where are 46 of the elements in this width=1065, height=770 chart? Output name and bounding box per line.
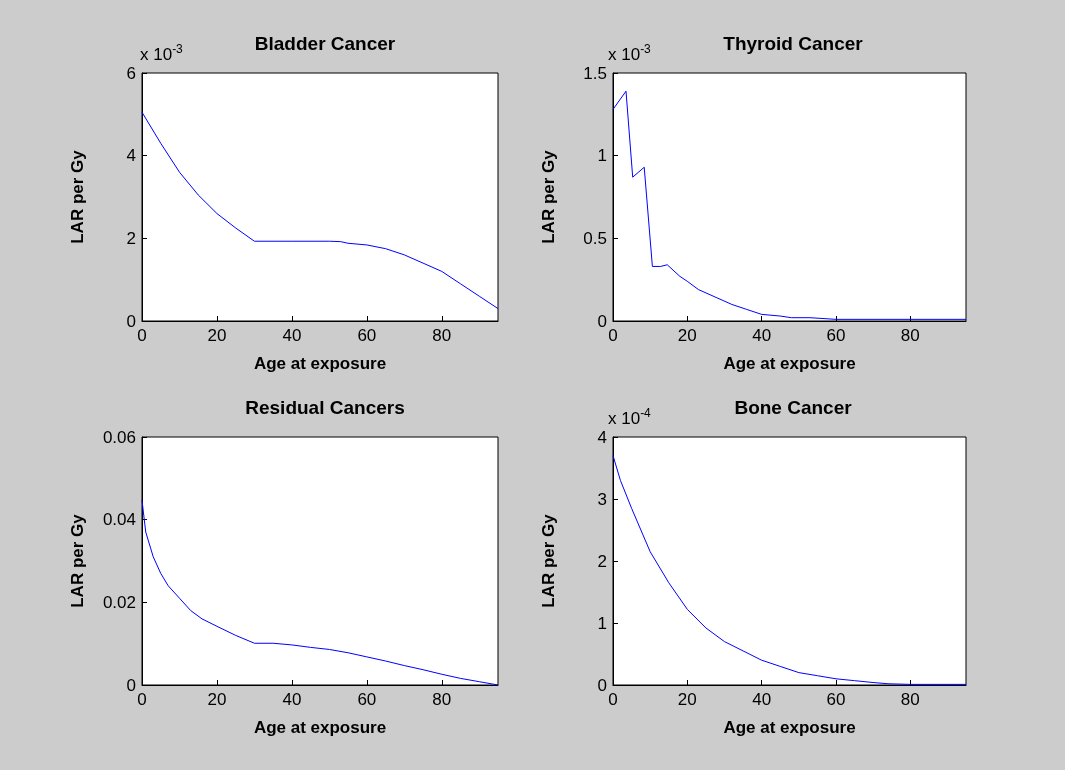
y-axis-title: LAR per Gy [539, 149, 558, 244]
x-tick-label: 20 [207, 690, 227, 709]
y-tick-label: 3 [597, 489, 607, 509]
x-axis-title: Age at exposure [723, 354, 856, 373]
chart-title: Bladder Cancer [254, 33, 396, 54]
y-tick-label: 4 [126, 146, 136, 166]
x-tick-label: 40 [752, 690, 772, 709]
y-axis-title: LAR per Gy [68, 149, 87, 244]
y-tick-label: 1.5 [583, 63, 607, 83]
y-tick-label: 2 [126, 228, 136, 248]
y-tick-label: 0 [126, 675, 136, 695]
x-tick-label: 40 [752, 326, 772, 345]
y-tick-label: 2 [597, 551, 607, 571]
x-tick-label: 60 [357, 690, 377, 709]
x-tick-label: 80 [432, 326, 452, 345]
x-tick-label: 60 [826, 690, 846, 709]
y-tick-label: 0.02 [102, 592, 136, 612]
y-tick-label: 0 [126, 311, 136, 331]
x-axis-title: Age at exposure [253, 718, 387, 737]
y-tick-label: 1 [597, 613, 607, 633]
y-tick-label: 0.04 [102, 510, 136, 530]
chart-title: Residual Cancers [245, 397, 405, 418]
x-tick-label: 20 [207, 326, 227, 345]
x-axis-title: Age at exposure [253, 354, 387, 373]
chart-title: Thyroid Cancer [723, 33, 864, 54]
x-tick-label: 60 [826, 326, 846, 345]
y-axis-title: LAR per Gy [68, 513, 87, 608]
x-axis-title: Age at exposure [723, 718, 856, 737]
x-tick-label: 80 [900, 690, 920, 709]
chart-title: Bone Cancer [734, 397, 853, 418]
y-axis-title: LAR per Gy [539, 513, 558, 608]
y-tick-label: 0.06 [102, 427, 136, 447]
y-tick-label: 0 [597, 675, 607, 695]
y-tick-label: 4 [597, 427, 607, 447]
y-tick-label: 1 [597, 146, 607, 166]
x-tick-label: 40 [282, 326, 302, 345]
x-tick-label: 40 [282, 690, 302, 709]
x-tick-label: 60 [357, 326, 377, 345]
y-tick-label: 6 [126, 63, 136, 83]
x-tick-label: 80 [432, 690, 452, 709]
line-series [141, 111, 499, 310]
x-tick-label: 20 [677, 690, 697, 709]
y-tick-label: 0 [597, 311, 607, 331]
x-tick-label: 20 [677, 326, 697, 345]
x-tick-label: 80 [900, 326, 920, 345]
y-tick-label: 0.5 [583, 228, 607, 248]
